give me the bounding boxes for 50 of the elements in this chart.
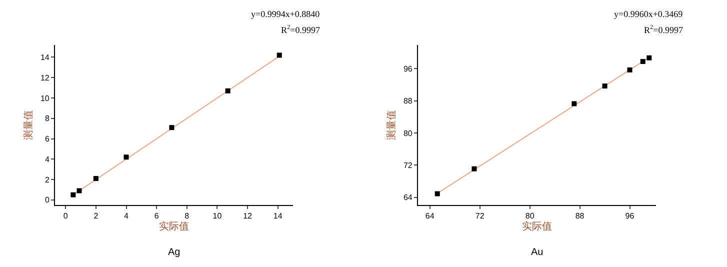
text: R$^{2}$=0.9997 bbox=[281, 24, 320, 35]
x-axis-title: 实际值 bbox=[522, 220, 552, 233]
text: R$^{2}$=0.9997 bbox=[644, 24, 684, 35]
point bbox=[472, 166, 477, 172]
y-tick-label: 0 bbox=[44, 196, 50, 205]
point bbox=[76, 188, 82, 194]
x-tick-label: 8 bbox=[184, 212, 190, 221]
x-tick-label: 80 bbox=[525, 212, 535, 221]
x-axis-title: 实际值 bbox=[159, 220, 189, 233]
y-tick-label: 12 bbox=[40, 73, 50, 82]
x-tick-label: 6 bbox=[154, 212, 160, 221]
y-tick-label: 72 bbox=[403, 161, 413, 170]
point bbox=[434, 191, 440, 196]
x-tick-label: 12 bbox=[243, 212, 253, 221]
y-tick-label: 10 bbox=[40, 94, 50, 103]
y-tick-label: 4 bbox=[44, 154, 50, 164]
point bbox=[602, 84, 608, 89]
y-axis-title: 测量值 bbox=[385, 110, 398, 140]
point bbox=[627, 67, 632, 72]
x-tick-label: 4 bbox=[124, 212, 130, 221]
x-tick-label: 88 bbox=[575, 212, 585, 221]
y-tick-label: 64 bbox=[403, 193, 413, 202]
x-tick-label: 10 bbox=[212, 212, 222, 221]
point bbox=[124, 154, 129, 160]
x-tick-label: 96 bbox=[625, 212, 635, 221]
point bbox=[225, 88, 230, 94]
point bbox=[646, 55, 652, 60]
point bbox=[169, 125, 174, 130]
y-tick-label: 80 bbox=[403, 128, 413, 138]
x-tick-label: 2 bbox=[94, 212, 99, 221]
text: y=0.9994x+0.8840 bbox=[251, 9, 320, 19]
y-axis-title: 测量值 bbox=[22, 110, 34, 140]
y-tick-label: 88 bbox=[403, 96, 413, 106]
x-tick-label: 72 bbox=[475, 212, 485, 221]
y-tick-label: 14 bbox=[40, 53, 50, 62]
x-tick-label: 0 bbox=[63, 212, 68, 221]
point bbox=[276, 52, 282, 58]
x-tick-label: 64 bbox=[425, 212, 435, 221]
text: y=0.9960x+0.3469 bbox=[614, 9, 684, 19]
x-tick-label: 14 bbox=[273, 212, 283, 221]
text: Ag bbox=[168, 247, 180, 258]
point bbox=[93, 176, 98, 181]
point bbox=[640, 58, 646, 64]
point bbox=[70, 192, 76, 198]
y-tick-label: 96 bbox=[403, 64, 413, 74]
point bbox=[572, 101, 577, 106]
y-tick-label: 2 bbox=[44, 175, 50, 184]
y-tick-label: 8 bbox=[44, 114, 50, 124]
y-tick-label: 6 bbox=[44, 134, 50, 144]
text: Au bbox=[531, 247, 544, 258]
